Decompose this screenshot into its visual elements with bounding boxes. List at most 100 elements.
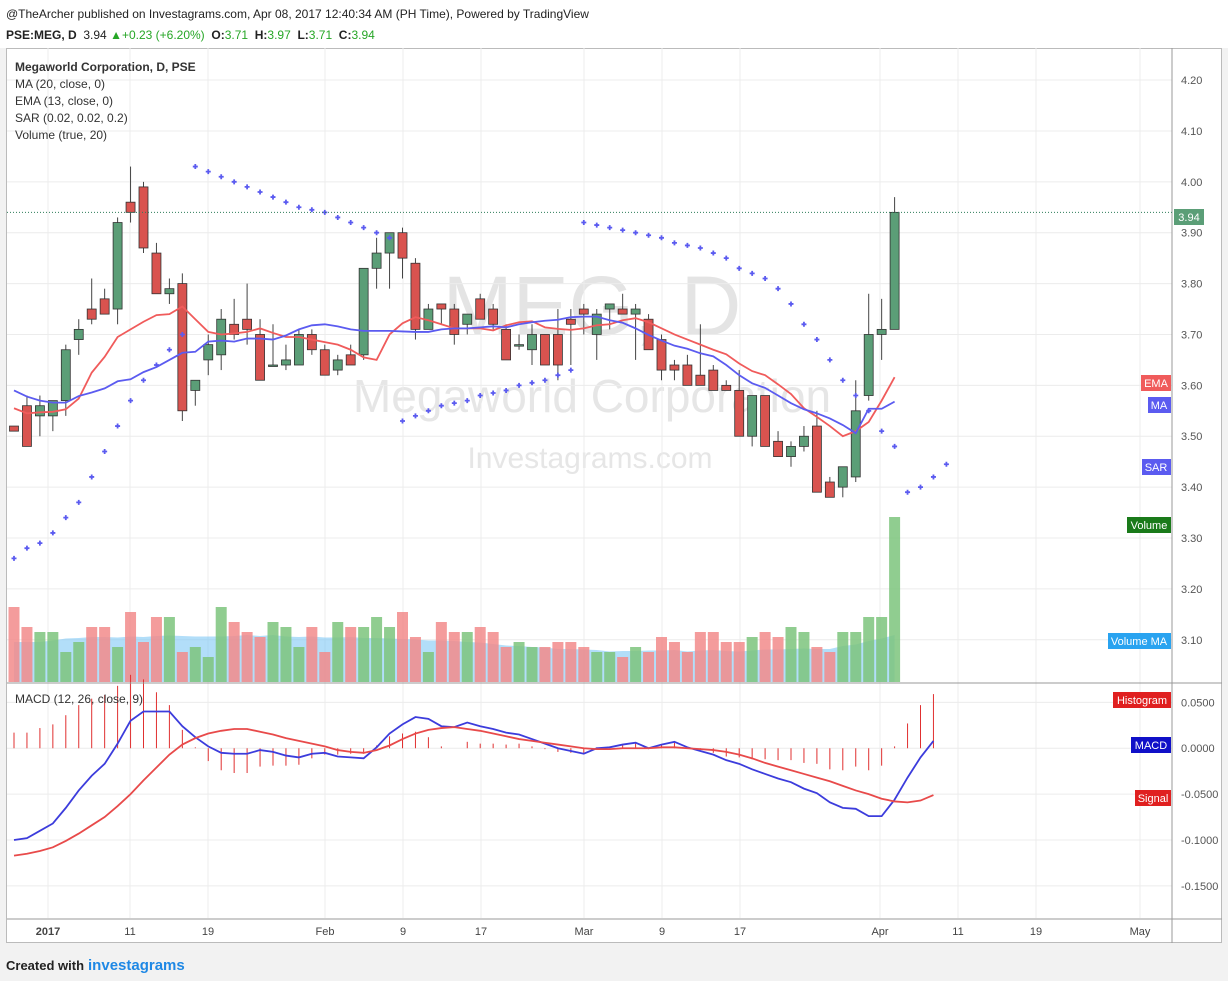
candle-body [786, 446, 796, 457]
macd-tick-label: -0.1500 [1181, 881, 1218, 893]
indicator-lines [11, 164, 949, 561]
volume-bar [73, 642, 85, 682]
price-tick-label: 3.30 [1181, 533, 1202, 545]
candles[interactable] [9, 166, 900, 498]
candle-body [332, 359, 343, 371]
price-tick-label: 3.10 [1181, 635, 1202, 647]
legend-macd[interactable]: MACD (12, 26, close, 9) [15, 692, 144, 706]
price-chart-svg[interactable]: MEG, D Megaworld Corporation Investagram… [0, 0, 1228, 945]
macd-badge [1131, 737, 1171, 753]
candle-body [501, 328, 512, 361]
sar-marker [192, 164, 198, 170]
candle-body [799, 435, 809, 447]
x-tick-label: 9 [400, 926, 406, 938]
candle-body [721, 384, 732, 391]
candle-body [604, 303, 615, 310]
volume-bar [138, 642, 149, 682]
candle-body [462, 313, 473, 325]
brand-logo[interactable]: investagrams [88, 957, 185, 974]
sar-marker [697, 245, 703, 251]
macd-line [13, 710, 935, 841]
high-label: H: [254, 28, 268, 42]
volume-bar [60, 652, 72, 682]
volume-bar [591, 652, 603, 682]
volume-bar [267, 622, 279, 682]
candle-body [695, 374, 706, 386]
up-arrow-icon: ▲ [110, 28, 122, 42]
sar-marker [141, 377, 146, 383]
volume-bar [863, 617, 875, 682]
legend-ema[interactable]: EMA (13, close, 0) [15, 94, 114, 108]
x-tick-label: 17 [734, 926, 746, 938]
volume-bar [448, 632, 460, 682]
watermark-site: Investagrams.com [467, 442, 712, 475]
volume-bar [422, 652, 434, 682]
volume-badge-text: Volume [1131, 520, 1168, 532]
sar-marker [153, 362, 159, 368]
sar-marker [63, 515, 69, 521]
macd-tick-label: -0.1000 [1181, 835, 1218, 847]
sar-marker [646, 232, 652, 238]
volume-bar [435, 622, 447, 682]
sar-marker [89, 474, 95, 480]
candle-body [578, 308, 589, 315]
candle-body [863, 334, 874, 396]
volume-bar [189, 647, 201, 682]
volume-bar [150, 617, 162, 682]
symbol-label[interactable]: PSE:MEG, D [6, 28, 77, 42]
signal-line [13, 726, 934, 857]
volume-bar [254, 637, 266, 682]
candle-body [151, 252, 162, 295]
histogram-badge [1113, 692, 1171, 708]
candle-body [488, 308, 499, 325]
candle-body [255, 334, 265, 381]
legend-sar[interactable]: SAR (0.02, 0.02, 0.2) [15, 111, 128, 125]
volume-bar [552, 642, 564, 682]
price-change: +0.23 (+6.20%) [121, 28, 205, 42]
x-tick-label: 11 [124, 926, 135, 938]
candle-body [125, 201, 136, 213]
candle-body [475, 298, 486, 320]
candle-body [760, 395, 770, 447]
sar-marker [827, 357, 833, 363]
volume-bar [643, 652, 655, 682]
sar-marker [840, 377, 846, 383]
volume-bars [8, 517, 901, 682]
volume-badge [1127, 517, 1171, 533]
sar-marker [296, 204, 302, 210]
candle-body [268, 364, 278, 367]
volume-bar [358, 627, 370, 682]
sar-marker [879, 428, 885, 434]
volume-bar [487, 632, 499, 682]
sar-marker [801, 321, 807, 327]
volume-bar [8, 607, 20, 682]
candle-body [436, 303, 447, 310]
volume-bar [824, 652, 836, 682]
footer: Created with investagrams [6, 957, 185, 974]
legend-volume[interactable]: Volume (true, 20) [15, 128, 108, 142]
volume-bar [785, 627, 797, 682]
sar-marker [128, 398, 134, 404]
sar-marker [542, 377, 548, 383]
signal-badge [1135, 790, 1171, 806]
price-tick-label: 3.60 [1181, 380, 1202, 392]
sar-marker [37, 540, 43, 546]
volume-bar [332, 622, 344, 682]
volume-bar [656, 637, 667, 682]
candle-body [824, 481, 835, 498]
candle-body [177, 283, 188, 412]
volume-bar [811, 647, 823, 682]
sar-marker [205, 169, 211, 175]
sar-marker [671, 240, 677, 246]
volume-bar [565, 642, 577, 682]
sar-marker [76, 499, 82, 505]
legend-ma[interactable]: MA (20, close, 0) [15, 77, 106, 91]
volume-bar [617, 657, 629, 682]
macd-pane [13, 674, 935, 857]
volume-bar [474, 627, 486, 682]
candle-body [138, 186, 149, 249]
volume-bar [876, 617, 888, 682]
signal-badge-text: Signal [1138, 793, 1169, 805]
ma-badge-text: MA [1151, 400, 1168, 412]
candle-body [22, 405, 32, 447]
